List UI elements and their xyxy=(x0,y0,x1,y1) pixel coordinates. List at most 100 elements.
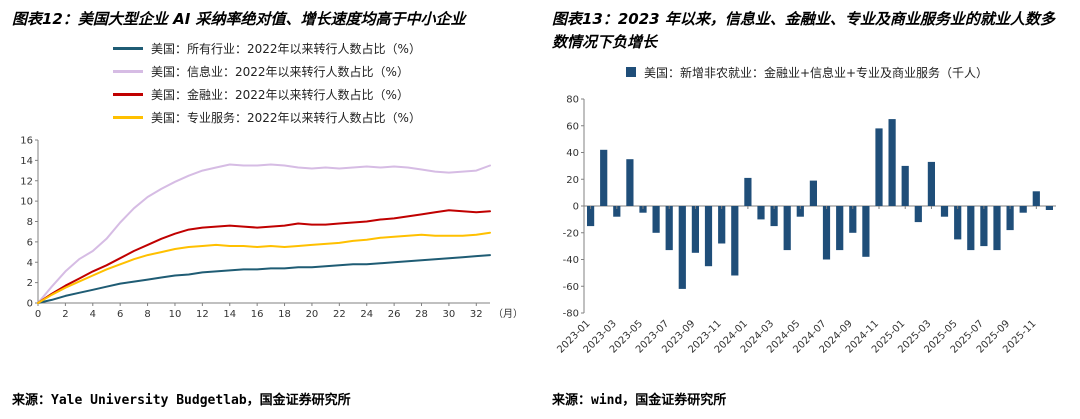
line-series xyxy=(37,231,491,305)
legend-item: 美国：信息业：2022年以来转行人数占比（%） xyxy=(113,63,421,80)
svg-text:6: 6 xyxy=(117,309,123,320)
svg-text:6: 6 xyxy=(27,238,33,249)
legend-square-swatch xyxy=(625,67,636,77)
svg-text:0: 0 xyxy=(573,201,579,212)
svg-text:-20: -20 xyxy=(563,228,579,239)
bar xyxy=(809,180,817,206)
bar xyxy=(927,161,935,206)
figure-13-title: 图表13：2023 年以来，信息业、金融业、专业及商业服务业的就业人数多数情况下… xyxy=(552,10,1055,52)
legend-label: 美国：所有行业：2022年以来转行人数占比（%） xyxy=(151,42,421,57)
legend-line-swatch xyxy=(113,47,144,51)
bar xyxy=(1032,190,1040,206)
svg-text:20: 20 xyxy=(566,174,579,185)
svg-text:8: 8 xyxy=(27,217,33,228)
bar xyxy=(875,127,883,206)
svg-text:26: 26 xyxy=(388,309,401,320)
bar xyxy=(704,205,713,266)
bar xyxy=(665,205,673,250)
legend-line-swatch xyxy=(113,70,144,74)
svg-text:32: 32 xyxy=(470,309,483,320)
legend-item: 美国：金融业：2022年以来转行人数占比（%） xyxy=(113,86,421,103)
legend-label: 美国：信息业：2022年以来转行人数占比（%） xyxy=(151,65,409,80)
panel-figure-12: 图表12：美国大型企业 AI 采纳率绝对值、增长速度均高于中小企业 美国：所有行… xyxy=(12,8,522,408)
svg-text:14: 14 xyxy=(223,309,236,320)
bar xyxy=(1045,205,1053,210)
svg-text:-40: -40 xyxy=(563,255,579,266)
figure-13-legend: 美国：新增非农就业：金融业+信息业+专业及商业服务（千人） xyxy=(552,64,1062,81)
bar xyxy=(1006,205,1014,230)
svg-text:18: 18 xyxy=(278,309,291,320)
bar xyxy=(639,205,647,213)
panel-figure-13: 图表13：2023 年以来，信息业、金融业、专业及商业服务业的就业人数多数情况下… xyxy=(552,8,1062,408)
svg-text:2: 2 xyxy=(62,309,68,320)
svg-text:4: 4 xyxy=(27,258,33,269)
svg-text:12: 12 xyxy=(20,177,33,188)
svg-text:0: 0 xyxy=(27,299,33,310)
bar xyxy=(822,205,831,259)
bar xyxy=(744,177,752,206)
bar xyxy=(757,205,765,219)
svg-text:22: 22 xyxy=(333,309,346,320)
bar xyxy=(967,205,975,250)
svg-text:10: 10 xyxy=(169,309,182,320)
svg-text:30: 30 xyxy=(443,309,456,320)
svg-text:14: 14 xyxy=(20,156,33,167)
svg-text:8: 8 xyxy=(144,309,150,320)
bar xyxy=(993,205,1001,250)
svg-text:0: 0 xyxy=(35,309,41,320)
svg-text:20: 20 xyxy=(306,309,319,320)
bar xyxy=(770,205,778,226)
legend-item: 美国：专业服务：2022年以来转行人数占比（%） xyxy=(113,109,421,126)
bar xyxy=(980,205,988,246)
legend-item: 美国：新增非农就业：金融业+信息业+专业及商业服务（千人） xyxy=(625,64,989,81)
bar xyxy=(731,205,739,275)
svg-text:16: 16 xyxy=(251,309,264,320)
svg-text:40: 40 xyxy=(566,148,579,159)
svg-text:80: 80 xyxy=(566,94,579,105)
bar xyxy=(914,205,922,222)
bar xyxy=(901,165,909,206)
legend-item: 美国：所有行业：2022年以来转行人数占比（%） xyxy=(113,40,421,57)
svg-text:60: 60 xyxy=(566,121,579,132)
bar xyxy=(691,205,699,253)
svg-text:10: 10 xyxy=(20,197,33,208)
bar xyxy=(940,205,949,217)
figure-13-source: 来源：wind，国金证券研究所 xyxy=(552,393,727,408)
bar xyxy=(587,205,595,226)
bar xyxy=(954,205,962,239)
figure-12-source: 来源：Yale University Budgetlab，国金证券研究所 xyxy=(12,393,351,408)
bar xyxy=(862,205,870,257)
bar xyxy=(888,118,896,206)
svg-text:28: 28 xyxy=(415,309,428,320)
svg-text:-60: -60 xyxy=(563,281,579,292)
employment-bar-chart: -80-60-40-200204060802023-012023-032023-… xyxy=(555,94,1056,355)
bar xyxy=(652,205,660,233)
svg-text:（月）: （月） xyxy=(493,308,522,320)
bar xyxy=(678,205,686,289)
figure-12-title: 图表12：美国大型企业 AI 采纳率绝对值、增长速度均高于中小企业 xyxy=(12,10,466,28)
legend-label: 美国：新增非农就业：金融业+信息业+专业及商业服务（千人） xyxy=(643,65,989,80)
svg-text:4: 4 xyxy=(90,309,96,320)
bar xyxy=(796,205,804,217)
figure-12-legend: 美国：所有行业：2022年以来转行人数占比（%） 美国：信息业：2022年以来转行… xyxy=(113,40,421,126)
bar xyxy=(613,205,621,217)
bar xyxy=(600,149,608,206)
line-series xyxy=(37,163,491,305)
line-series xyxy=(37,254,491,305)
svg-text:16: 16 xyxy=(20,136,33,147)
bar xyxy=(849,205,857,233)
bar xyxy=(783,205,791,250)
svg-text:24: 24 xyxy=(360,309,373,320)
bar xyxy=(626,158,634,206)
bar xyxy=(1019,205,1027,213)
bar xyxy=(718,205,726,243)
legend-line-swatch xyxy=(113,116,144,120)
bar xyxy=(836,205,844,250)
legend-line-swatch xyxy=(113,93,144,97)
svg-text:-80: -80 xyxy=(563,308,579,319)
line-series xyxy=(37,209,491,305)
svg-text:12: 12 xyxy=(196,309,209,320)
legend-label: 美国：专业服务：2022年以来转行人数占比（%） xyxy=(151,111,421,126)
